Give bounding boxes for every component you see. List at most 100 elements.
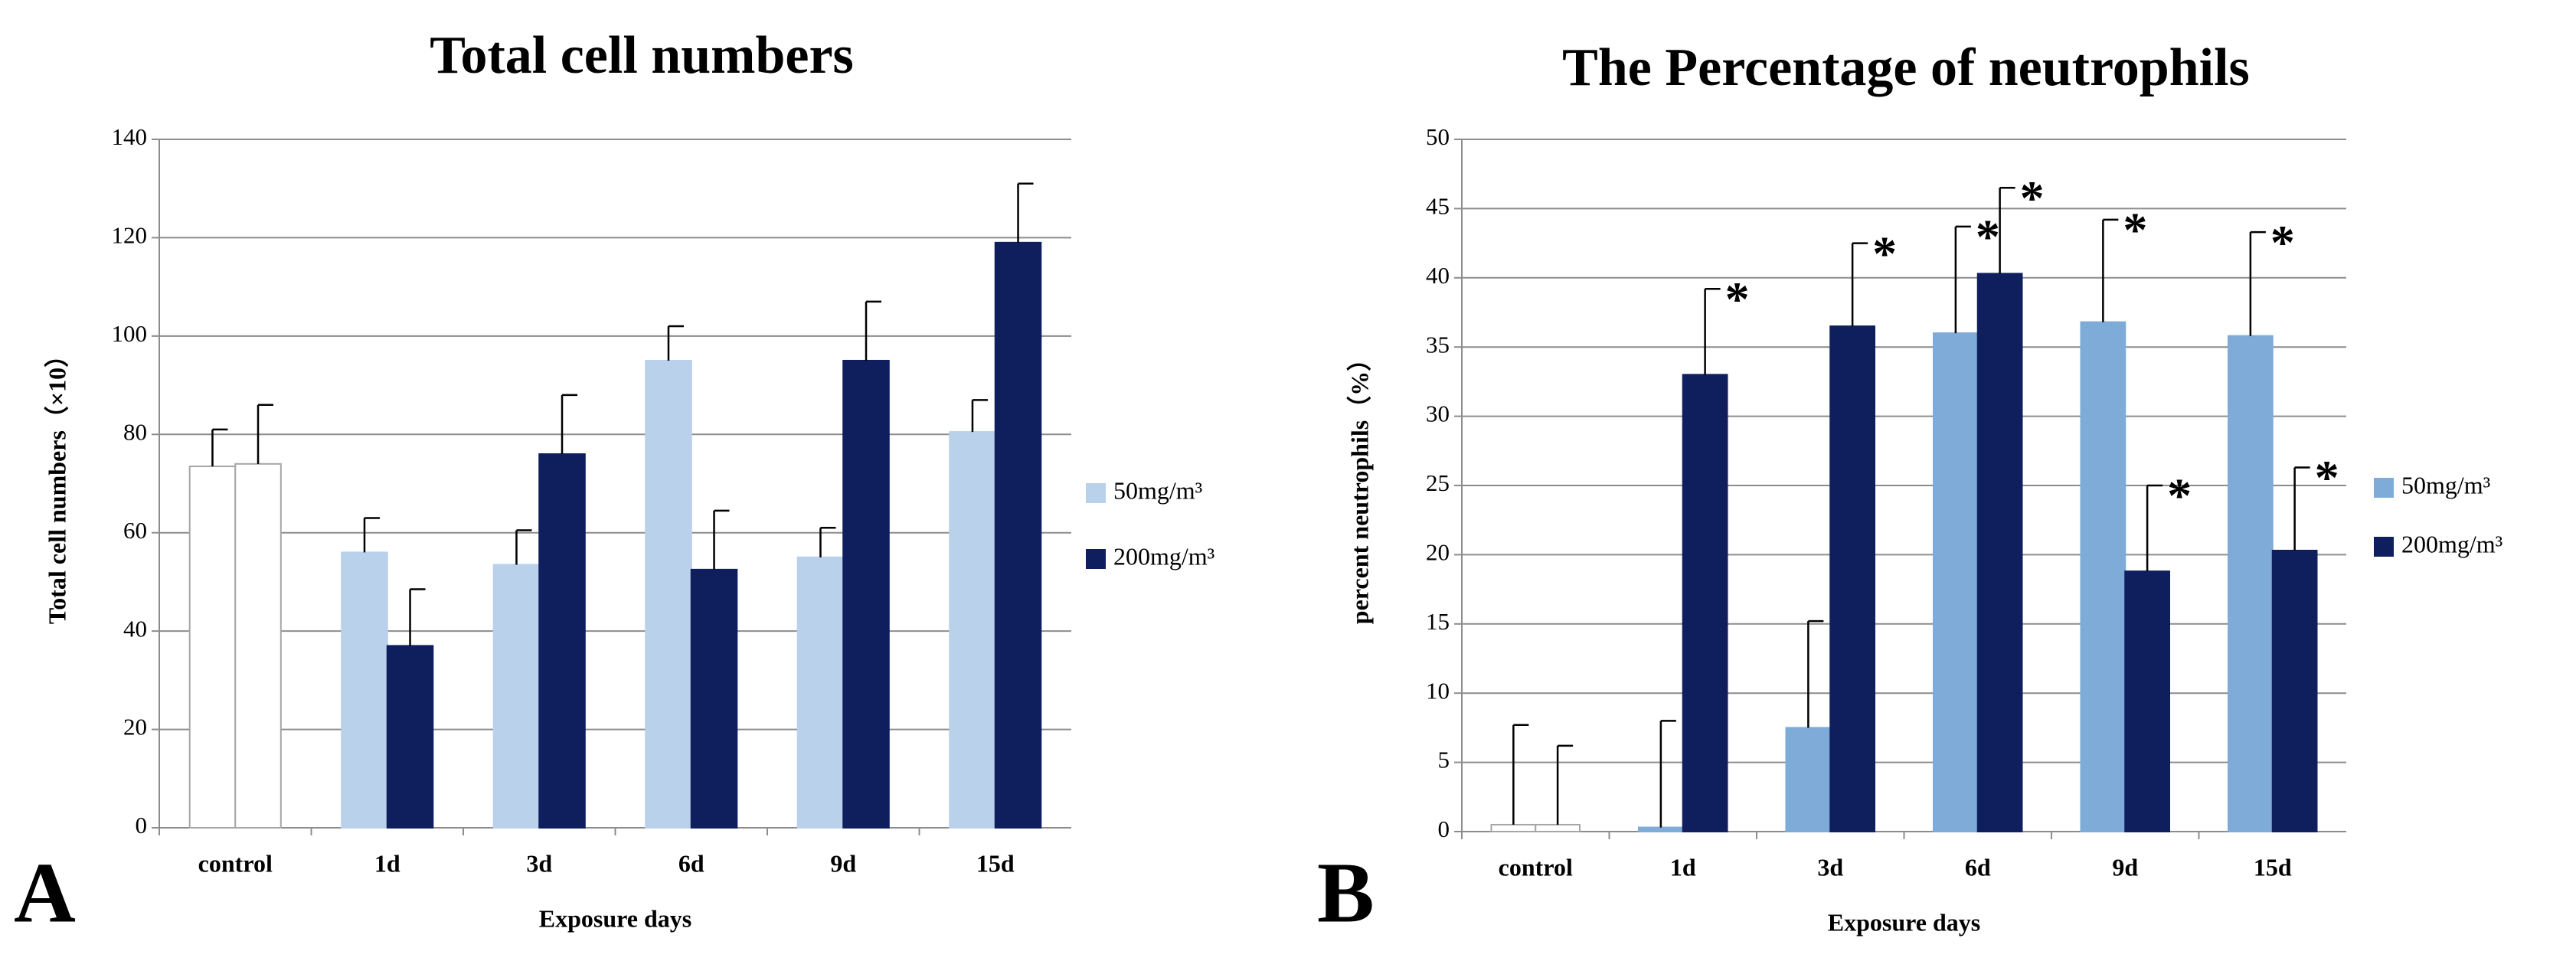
error-bar — [515, 529, 532, 565]
significance-mark: * — [2167, 469, 2192, 523]
error-bar — [1851, 242, 1868, 327]
x-tick-label: 1d — [374, 849, 400, 877]
y-tick-label: 20 — [1426, 539, 1450, 566]
y-tick-label: 50 — [1426, 123, 1450, 150]
legend-swatch — [1086, 549, 1106, 569]
y-tick-label: 140 — [112, 123, 148, 150]
bar — [1535, 823, 1581, 832]
error-bar — [409, 588, 426, 646]
bar — [2080, 321, 2127, 832]
significance-mark: * — [2270, 215, 2295, 270]
error-bar — [257, 404, 274, 464]
significance-mark: * — [2315, 450, 2339, 505]
error-bar — [363, 517, 380, 553]
x-tick-label: 15d — [2254, 853, 2292, 881]
error-bar — [561, 394, 578, 454]
y-tick-label: 15 — [1426, 608, 1450, 635]
legend-label: 200mg/m³ — [2401, 530, 2502, 557]
legend-swatch — [2374, 537, 2394, 557]
x-tick-label: 9d — [2112, 853, 2138, 881]
x-tick-label: 6d — [1965, 853, 1991, 881]
error-bar — [211, 428, 228, 467]
legend-swatch — [1086, 483, 1106, 503]
y-tick-label: 40 — [123, 615, 147, 642]
error-bar — [713, 509, 730, 570]
error-bar — [819, 527, 836, 557]
x-tick-label: 3d — [526, 849, 552, 877]
error-bar — [1017, 182, 1034, 243]
y-tick-label: 30 — [1426, 400, 1450, 427]
chart-title: The Percentage of neutrophils — [1562, 38, 2250, 97]
error-bar — [2146, 484, 2163, 572]
bar — [690, 568, 738, 829]
legend-label: 200mg/m³ — [1113, 542, 1214, 570]
y-tick-label: 45 — [1426, 193, 1450, 220]
error-bar — [1704, 288, 1721, 375]
panel-letter: A — [14, 846, 76, 941]
y-tick-label: 20 — [123, 714, 147, 740]
y-axis-label: Total cell numbers（×10） — [43, 343, 70, 624]
legend-swatch — [2374, 478, 2394, 498]
bar — [994, 241, 1042, 829]
bar — [2124, 570, 2170, 832]
bar — [1638, 826, 1684, 833]
bar — [2228, 335, 2274, 832]
x-tick-label: control — [198, 849, 273, 877]
y-tick-label: 80 — [123, 418, 147, 445]
x-tick-label: control — [1499, 853, 1573, 881]
x-tick-label: 3d — [1817, 853, 1843, 881]
legend-label: 50mg/m³ — [2401, 471, 2490, 498]
bar — [1682, 374, 1728, 832]
x-tick-label: 1d — [1670, 853, 1696, 881]
significance-mark: * — [1872, 226, 1897, 280]
error-bar — [865, 300, 882, 361]
error-bar — [2249, 230, 2266, 336]
y-tick-label: 25 — [1426, 469, 1450, 496]
bar — [188, 466, 237, 829]
bar — [949, 431, 996, 829]
error-bar — [971, 399, 988, 433]
y-tick-label: 0 — [1438, 816, 1450, 842]
error-bar — [1556, 744, 1574, 825]
x-axis-label: Exposure days — [539, 904, 691, 932]
chart-panel: Total cell numbers A 0 20 40 60 80 100 120 140 Tot… — [14, 26, 1214, 941]
y-tick-label: 120 — [112, 222, 148, 249]
chart-panel: The Percentage of neutrophils B 0 5 10 15 20 25… — [1317, 38, 2502, 941]
bar — [234, 463, 282, 829]
error-bar — [2293, 466, 2310, 551]
panel-letter: B — [1317, 846, 1375, 941]
y-tick-label: 0 — [136, 812, 148, 838]
bar — [1976, 273, 2023, 833]
y-tick-label: 10 — [1426, 677, 1450, 704]
chart-title: Total cell numbers — [430, 26, 854, 85]
y-axis-label: percent neutrophils（%） — [1345, 347, 1373, 624]
x-tick-label: 15d — [976, 849, 1015, 877]
bar — [492, 564, 541, 829]
error-bar — [1999, 187, 2015, 274]
bar — [645, 359, 692, 829]
error-bar — [667, 325, 684, 361]
bar — [341, 551, 388, 829]
significance-mark: * — [1725, 272, 1750, 326]
x-tick-label: 9d — [830, 849, 856, 877]
bar — [1490, 823, 1537, 832]
significance-mark: * — [1976, 210, 2000, 264]
y-tick-label: 35 — [1426, 331, 1450, 358]
bar — [842, 359, 890, 829]
error-bar — [1512, 724, 1529, 825]
x-tick-label: 6d — [678, 849, 704, 877]
bar — [538, 453, 586, 829]
bar — [1785, 727, 1832, 833]
bar — [2271, 549, 2318, 832]
y-tick-label: 60 — [123, 517, 147, 544]
bar — [1829, 325, 1875, 832]
bar — [386, 645, 434, 829]
bar — [796, 556, 845, 829]
x-axis-label: Exposure days — [1828, 908, 1980, 936]
significance-mark: * — [2020, 171, 2045, 225]
y-tick-label: 40 — [1426, 262, 1450, 289]
error-bar — [2102, 218, 2119, 322]
error-bar — [1659, 720, 1676, 828]
y-tick-label: 100 — [112, 320, 148, 347]
